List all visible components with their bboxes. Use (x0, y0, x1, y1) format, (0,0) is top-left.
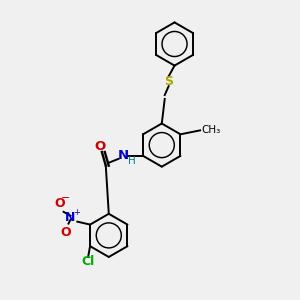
Text: N: N (118, 149, 129, 162)
Text: Cl: Cl (82, 255, 95, 268)
Text: O: O (94, 140, 106, 153)
Text: S: S (164, 75, 173, 88)
Text: H: H (128, 156, 136, 166)
Text: O: O (54, 197, 65, 211)
Text: −: − (61, 193, 70, 203)
Text: N: N (65, 211, 76, 224)
Text: +: + (73, 208, 80, 217)
Text: CH₃: CH₃ (201, 125, 220, 135)
Text: O: O (60, 226, 71, 239)
